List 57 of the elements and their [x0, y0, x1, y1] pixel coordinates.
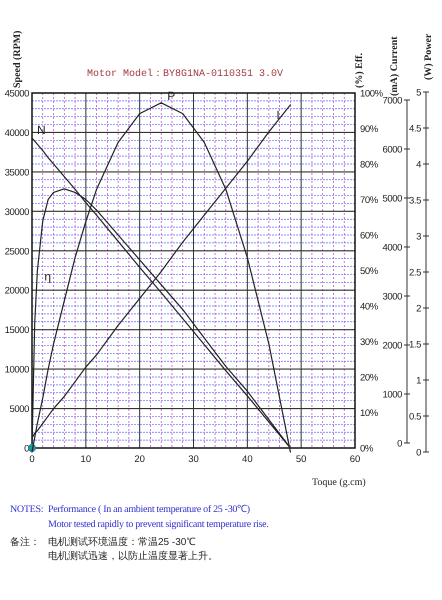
x-tick-label: 50: [296, 454, 306, 465]
x-tick-label: 20: [134, 454, 145, 465]
y2-tick-label: 20%: [360, 372, 379, 384]
text: 备注：: [10, 536, 40, 548]
y2-tick-label: 90%: [360, 124, 379, 135]
y-tick-label: 35000: [4, 167, 30, 178]
y3-tick-label: 0: [397, 438, 402, 450]
y-tick-label: 3.5: [408, 196, 422, 206]
y2-tick-label: 80%: [360, 160, 379, 170]
text: Motor tested rapidly to prevent significant temperature rise.: [48, 519, 269, 530]
y-axis-title: Speed (RPM): [12, 30, 23, 88]
y-tick-label: 30000: [4, 206, 30, 218]
text: 电机测试环境温度：常温25 -30℃: [48, 536, 196, 548]
y2-tick-label: 10%: [360, 408, 379, 419]
y2-tick-label: 0%: [360, 444, 374, 454]
y-tick-label: 5: [416, 88, 422, 98]
y-tick-label: 1: [416, 376, 422, 386]
y3-tick-label: 6000: [382, 144, 402, 156]
x-tick-label: 10: [80, 454, 92, 465]
y2-tick-label: 70%: [360, 195, 379, 206]
y3-tick-label: 5000: [382, 194, 402, 204]
y2-axis-title: (%) Eff.: [354, 52, 365, 88]
x-tick-label: 30: [188, 454, 199, 465]
y3-tick-label: 3000: [382, 292, 402, 302]
y2-tick-label: 30%: [360, 337, 379, 348]
text: NOTES:: [10, 504, 44, 515]
y-tick-label: 4.5: [408, 124, 422, 134]
x-tick-label: 40: [242, 454, 253, 465]
y-tick-label: 4: [416, 160, 422, 170]
y-tick-label: 10000: [4, 364, 30, 376]
text: Performance ( In an ambient temperature of 25 -30℃): [48, 504, 250, 515]
y2-tick-label: 60%: [360, 230, 379, 242]
y-axis-title: (W) Power: [423, 33, 434, 80]
y2-tick-label: 100%: [360, 88, 384, 100]
y-tick-label: 2: [416, 304, 422, 314]
y3-axis-title: (mA) Current: [389, 36, 400, 96]
y-tick-label: 15000: [4, 325, 30, 336]
y-tick-label: 3: [416, 232, 422, 242]
x-axis-title: Toque (g.cm): [312, 477, 366, 488]
chart-title: Motor Model：BY8G1NA-0110351 3.0V: [86, 68, 284, 80]
y-tick-label: 45000: [4, 88, 30, 100]
y3-tick-label: 2000: [382, 340, 402, 352]
y3-tick-label: 1000: [382, 390, 402, 400]
y-tick-label: 2.5: [408, 268, 422, 278]
y-tick-label: 0.5: [408, 412, 422, 422]
y2-tick-label: 50%: [360, 266, 379, 277]
y-tick-label: 40000: [4, 128, 30, 139]
y-tick-label: 1.5: [408, 340, 422, 350]
y3-tick-label: 7000: [382, 96, 402, 106]
y2-tick-label: 40%: [360, 302, 379, 312]
series-label: I: [276, 108, 280, 122]
text: 电机测试迅速，以防止温度显著上升。: [48, 550, 218, 562]
x-tick-label: 60: [350, 454, 360, 465]
y-tick-label: 20000: [4, 286, 30, 297]
y-tick-label: 25000: [4, 246, 30, 258]
y-tick-label: 5000: [9, 404, 30, 416]
y3-tick-label: 4000: [382, 242, 402, 254]
